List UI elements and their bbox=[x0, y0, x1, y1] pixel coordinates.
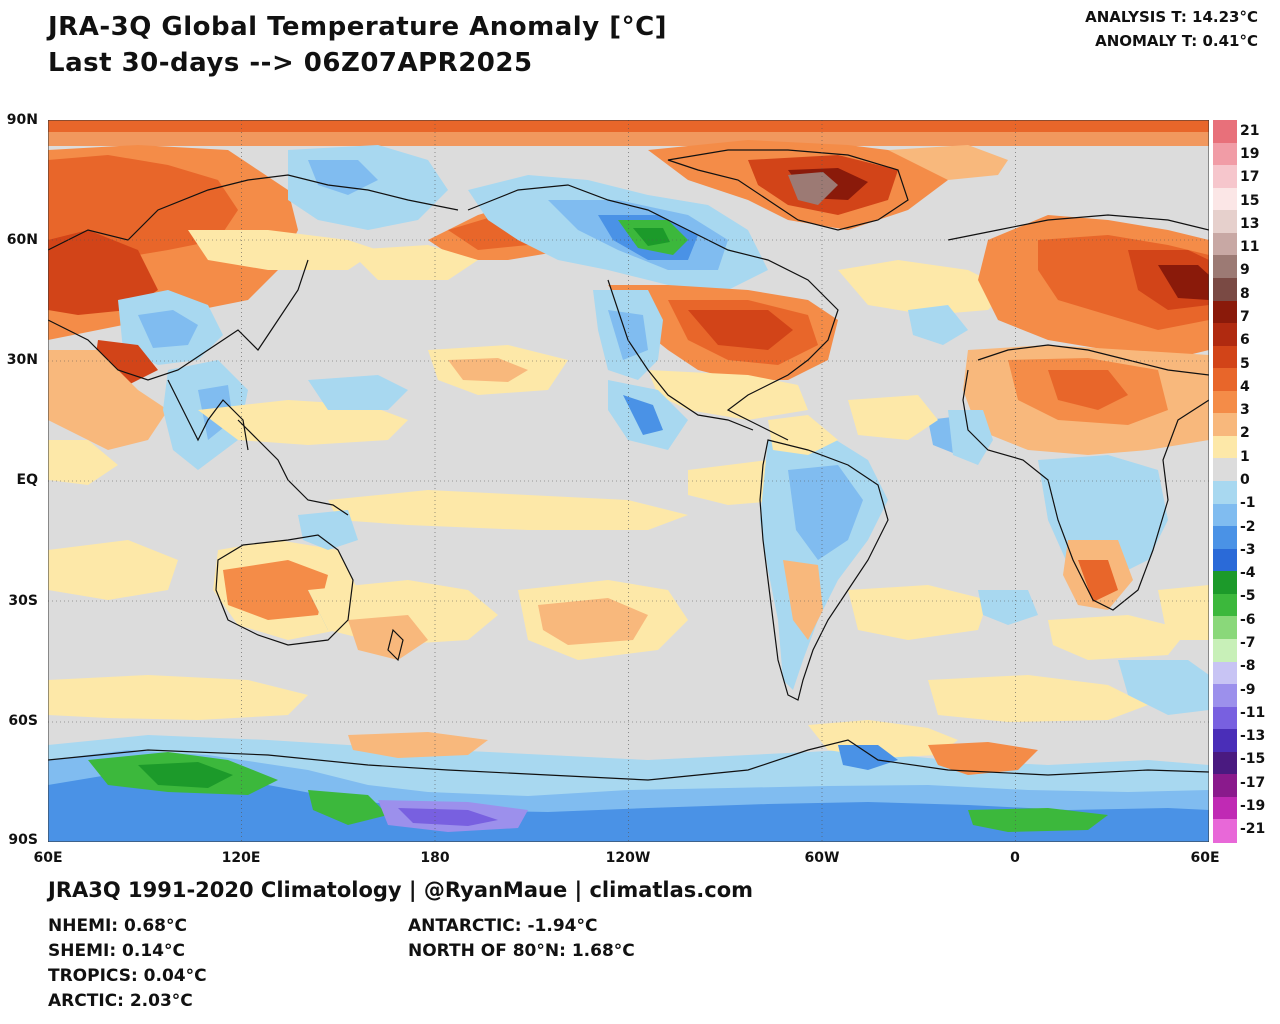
legend-label: -11 bbox=[1240, 704, 1266, 721]
legend-label: 9 bbox=[1240, 262, 1250, 279]
legend-swatch bbox=[1213, 232, 1237, 256]
legend-swatch bbox=[1213, 616, 1237, 640]
lat-label-90s: 90S bbox=[8, 832, 38, 848]
legend-label: -5 bbox=[1240, 588, 1256, 605]
legend-swatch bbox=[1213, 277, 1237, 302]
legend-label: -2 bbox=[1240, 518, 1256, 535]
legend-swatch bbox=[1213, 503, 1237, 527]
lon-label-60e-right: 60E bbox=[1190, 850, 1220, 866]
analysis-temperature: ANALYSIS T: 14.23°C bbox=[1085, 8, 1258, 26]
lat-label-90n: 90N bbox=[6, 112, 38, 128]
legend-swatch bbox=[1213, 819, 1237, 843]
legend-swatch bbox=[1213, 300, 1237, 324]
lon-label-0: 0 bbox=[1010, 850, 1020, 866]
legend-label: -6 bbox=[1240, 611, 1256, 628]
lon-label-180: 180 bbox=[420, 850, 450, 866]
legend-swatch bbox=[1213, 774, 1237, 798]
legend-swatch bbox=[1213, 593, 1237, 617]
map-canvas bbox=[48, 120, 1209, 842]
legend-swatch bbox=[1213, 368, 1237, 392]
color-scale-legend bbox=[1213, 120, 1237, 843]
legend-swatch bbox=[1213, 120, 1237, 144]
legend-label: -3 bbox=[1240, 541, 1256, 558]
lat-label-60s: 60S bbox=[8, 713, 38, 729]
legend-swatch bbox=[1213, 187, 1237, 211]
legend-label: 11 bbox=[1240, 239, 1260, 256]
legend-label: -15 bbox=[1240, 751, 1266, 768]
legend-label: 7 bbox=[1240, 308, 1250, 325]
temperature-anomaly-map bbox=[48, 120, 1209, 842]
legend-label: 2 bbox=[1240, 425, 1250, 442]
coastlines bbox=[48, 149, 1209, 781]
map-subtitle: Last 30-days --> 06Z07APR2025 bbox=[48, 48, 533, 78]
legend-swatch bbox=[1213, 638, 1237, 663]
legend-label: -17 bbox=[1240, 774, 1266, 791]
legend-label: -1 bbox=[1240, 495, 1256, 512]
stat-tropics: TROPICS: 0.04°C bbox=[48, 966, 207, 986]
legend-label: -9 bbox=[1240, 681, 1256, 698]
legend-swatch bbox=[1213, 481, 1237, 505]
credit-line: JRA3Q 1991-2020 Climatology | @RyanMaue … bbox=[48, 878, 754, 902]
legend-swatch bbox=[1213, 210, 1237, 234]
legend-label: 5 bbox=[1240, 355, 1250, 372]
legend-label: 21 bbox=[1240, 122, 1260, 139]
legend-label: -7 bbox=[1240, 635, 1256, 652]
legend-swatch bbox=[1213, 390, 1237, 414]
stat-arctic: ARCTIC: 2.03°C bbox=[48, 991, 193, 1011]
legend-swatch bbox=[1213, 526, 1237, 550]
legend-label: 8 bbox=[1240, 285, 1250, 302]
lat-label-30s: 30S bbox=[8, 593, 38, 609]
legend-swatch bbox=[1213, 751, 1237, 775]
legend-swatch bbox=[1213, 548, 1237, 572]
legend-label: 13 bbox=[1240, 215, 1260, 232]
legend-label: -19 bbox=[1240, 798, 1266, 815]
legend-label: 0 bbox=[1240, 472, 1250, 488]
legend-label: -8 bbox=[1240, 658, 1256, 675]
legend-swatch bbox=[1213, 661, 1237, 685]
legend-swatch bbox=[1213, 323, 1237, 347]
legend-label: 15 bbox=[1240, 192, 1260, 209]
map-title: JRA-3Q Global Temperature Anomaly [°C] bbox=[48, 12, 668, 42]
legend-swatch bbox=[1213, 345, 1237, 369]
anomaly-temperature: ANOMALY T: 0.41°C bbox=[1095, 32, 1258, 50]
lat-label-60n: 60N bbox=[6, 232, 38, 248]
legend-swatch bbox=[1213, 255, 1237, 279]
legend-swatch bbox=[1213, 458, 1237, 482]
legend-label: 1 bbox=[1240, 448, 1250, 465]
legend-swatch bbox=[1213, 729, 1237, 753]
lat-label-30n: 30N bbox=[6, 352, 38, 368]
legend-label: -4 bbox=[1240, 565, 1256, 582]
lon-label-120e: 120E bbox=[221, 850, 261, 866]
stat-nhemi: NHEMI: 0.68°C bbox=[48, 916, 187, 936]
legend-label: 17 bbox=[1240, 169, 1260, 186]
legend-swatch bbox=[1213, 706, 1237, 730]
legend-swatch bbox=[1213, 413, 1237, 437]
graticule bbox=[48, 120, 1209, 842]
legend-label: 6 bbox=[1240, 332, 1250, 349]
legend-label: 4 bbox=[1240, 378, 1250, 395]
lon-label-60w: 60W bbox=[804, 850, 840, 866]
legend-label: -13 bbox=[1240, 728, 1266, 745]
lon-label-120w: 120W bbox=[605, 850, 651, 866]
stat-shemi: SHEMI: 0.14°C bbox=[48, 941, 185, 961]
legend-swatch bbox=[1213, 165, 1237, 189]
lat-label-eq: EQ bbox=[16, 472, 38, 488]
legend-label: 19 bbox=[1240, 145, 1260, 162]
legend-label: 3 bbox=[1240, 402, 1250, 419]
legend-swatch bbox=[1213, 142, 1237, 166]
legend-swatch bbox=[1213, 571, 1237, 595]
legend-swatch bbox=[1213, 684, 1237, 708]
stat-north-of-80n: NORTH OF 80°N: 1.68°C bbox=[408, 941, 635, 961]
stat-antarctic: ANTARCTIC: -1.94°C bbox=[408, 916, 598, 936]
legend-label: -21 bbox=[1240, 821, 1266, 838]
lon-label-60e-left: 60E bbox=[33, 850, 63, 866]
legend-swatch bbox=[1213, 435, 1237, 460]
legend-swatch bbox=[1213, 796, 1237, 821]
